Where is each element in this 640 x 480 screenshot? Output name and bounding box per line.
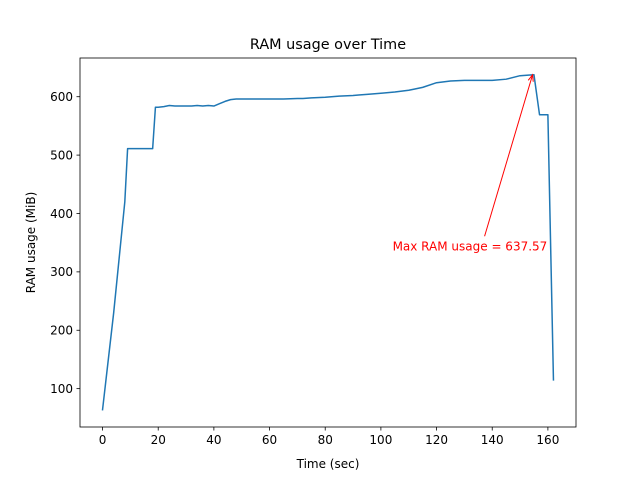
x-tick-label: 0 bbox=[99, 433, 107, 447]
y-tick-label: 600 bbox=[50, 90, 73, 104]
series-layer bbox=[101, 74, 555, 411]
x-tick-label: 40 bbox=[206, 433, 221, 447]
x-tick-label: 20 bbox=[151, 433, 166, 447]
y-tick-label: 100 bbox=[50, 382, 73, 396]
max-ram-annotation-label: Max RAM usage = 637.57 bbox=[393, 239, 548, 253]
annotation-layer: Max RAM usage = 637.57 bbox=[393, 73, 548, 253]
x-tick-label: 120 bbox=[425, 433, 448, 447]
x-tick-label: 100 bbox=[369, 433, 392, 447]
x-tick-label: 60 bbox=[262, 433, 277, 447]
annotation-arrow-line bbox=[484, 74, 534, 237]
y-tick-label: 400 bbox=[50, 207, 73, 221]
ram-usage-line bbox=[101, 74, 555, 411]
axes-frame bbox=[79, 57, 577, 428]
chart-title: RAM usage over Time bbox=[250, 37, 406, 53]
y-tick-label: 200 bbox=[50, 324, 73, 338]
annotation-arrowhead bbox=[527, 73, 534, 82]
x-tick-label: 160 bbox=[536, 433, 559, 447]
x-axis-ticks: 0 20 40 60 80 100 120 140 160 bbox=[99, 427, 559, 447]
y-tick-label: 500 bbox=[50, 148, 73, 162]
x-tick-label: 140 bbox=[481, 433, 504, 447]
y-axis-label: RAM usage (MiB) bbox=[24, 192, 38, 294]
x-axis-label: Time (sec) bbox=[296, 457, 360, 471]
y-tick-label: 300 bbox=[50, 265, 73, 279]
x-tick-label: 80 bbox=[318, 433, 333, 447]
y-axis-ticks: 100 200 300 400 500 600 bbox=[50, 90, 80, 396]
